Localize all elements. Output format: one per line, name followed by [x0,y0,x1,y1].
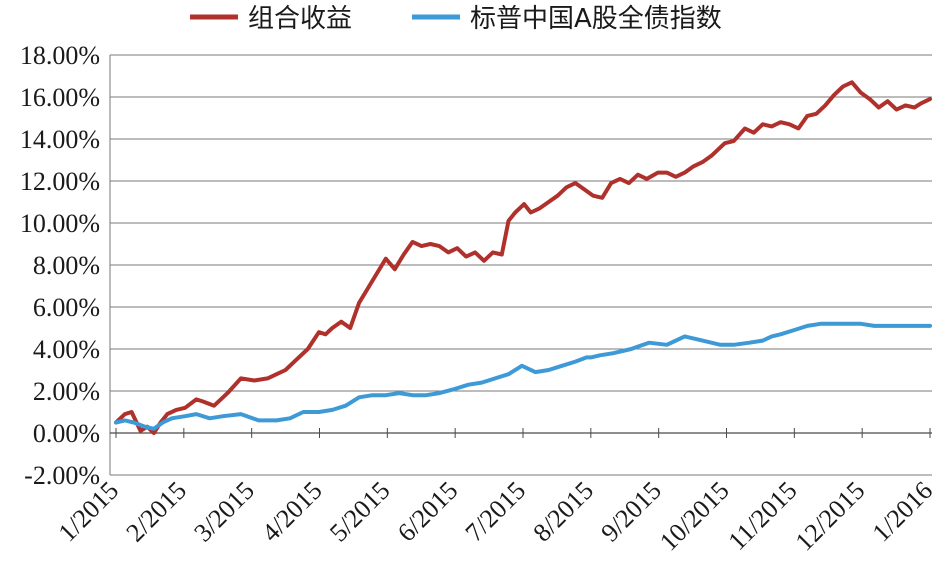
x-tick-label: 2/2015 [120,476,192,548]
gridlines [109,54,932,476]
legend-label: 标普中国A股全债指数 [470,4,722,34]
x-axis: 1/20152/20153/20154/20155/20156/20157/20… [53,428,939,557]
y-tick-label: 14.00% [20,125,100,154]
legend: 组合收益 标普中国A股全债指数 [190,4,722,34]
y-tick-label: 0.00% [33,419,100,448]
x-tick-label: 12/2015 [790,476,871,557]
y-tick-label: 18.00% [20,41,100,70]
y-tick-label: 10.00% [20,209,100,238]
x-tick-label: 8/2015 [527,476,599,548]
x-tick-label: 11/2015 [722,476,802,556]
x-tick-label: 1/2016 [867,476,939,548]
x-tick-label: 7/2015 [460,476,532,548]
series-line-2 [114,321,932,431]
x-tick-label: 5/2015 [324,476,396,548]
y-axis-ticks: -2.00% 0.00% 2.00% 4.00% 6.00% 8.00% 10.00% 12.… [20,41,100,490]
y-tick-label: 8.00% [33,251,100,280]
y-tick-label: 6.00% [33,293,100,322]
y-tick-label: -2.00% [24,461,100,490]
y-tick-label: 4.00% [33,335,100,364]
x-tick-label: 6/2015 [392,476,464,548]
legend-label: 组合收益 [248,4,352,34]
x-tick-label: 4/2015 [256,476,328,548]
y-tick-label: 16.00% [20,83,100,112]
y-tick-label: 2.00% [33,377,100,406]
series-lines [114,80,932,435]
y-tick-label: 12.00% [20,167,100,196]
x-tick-label: 3/2015 [188,476,260,548]
series-line-1 [114,80,932,435]
x-tick-label: 10/2015 [654,476,735,557]
